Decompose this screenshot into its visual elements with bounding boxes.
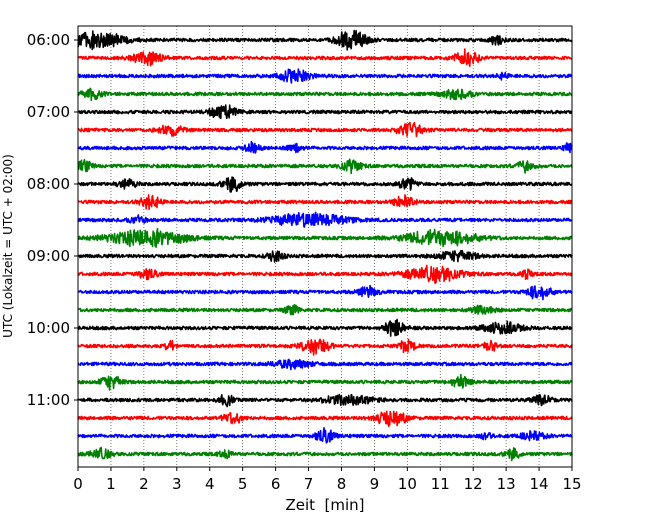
y-tick-label: 10:00 — [27, 319, 70, 337]
trace-1030 — [77, 358, 573, 371]
x-tick-label: 6 — [271, 475, 281, 493]
x-tick-label: 2 — [139, 475, 149, 493]
x-tick-label: 0 — [73, 475, 83, 493]
x-tick-label: 4 — [205, 475, 215, 493]
y-axis-label: UTC (Lokalzeit = UTC + 02:00) — [1, 154, 15, 338]
trace-1000 — [77, 318, 573, 337]
trace-0945 — [77, 304, 573, 316]
x-tick-label: 12 — [464, 475, 483, 493]
trace-0615 — [77, 48, 573, 68]
x-tick-label: 5 — [238, 475, 248, 493]
y-tick-label: 11:00 — [27, 391, 70, 409]
trace-1130 — [77, 427, 573, 444]
trace-1145 — [77, 446, 573, 462]
trace-1115 — [77, 410, 573, 427]
trace-0630 — [77, 68, 573, 84]
x-axis-label: Zeit [min] — [285, 496, 364, 514]
x-tick-label: 13 — [497, 475, 516, 493]
trace-0845 — [77, 227, 573, 248]
traces — [77, 29, 573, 462]
trace-1100 — [77, 393, 573, 408]
trace-0900 — [77, 249, 573, 263]
trace-0715 — [77, 121, 573, 138]
x-tick-label: 7 — [304, 475, 314, 493]
trace-0830 — [77, 211, 573, 228]
trace-0700 — [77, 104, 573, 120]
x-tick-label: 11 — [431, 475, 450, 493]
y-tick-label: 07:00 — [27, 103, 70, 121]
trace-1045 — [77, 373, 573, 391]
trace-1015 — [77, 338, 573, 356]
trace-0645 — [77, 87, 573, 102]
x-tick-label: 1 — [106, 475, 116, 493]
trace-0745 — [77, 158, 573, 175]
x-tick-label: 15 — [562, 475, 581, 493]
x-tick-label: 9 — [370, 475, 380, 493]
trace-0600 — [77, 29, 573, 51]
plot-frame — [77, 25, 573, 468]
trace-0815 — [77, 194, 573, 211]
y-tick-label: 08:00 — [27, 175, 70, 193]
x-tick-label: 10 — [398, 475, 417, 493]
x-tick-label: 8 — [337, 475, 347, 493]
x-tick-label: 3 — [172, 475, 182, 493]
trace-0930 — [77, 284, 573, 301]
trace-0730 — [77, 140, 573, 154]
y-axis: 06:00 07:00 08:00 09:00 10:00 11:00 — [27, 31, 78, 409]
x-tick-label: 14 — [530, 475, 549, 493]
y-tick-label: 09:00 — [27, 247, 70, 265]
trace-0800 — [77, 176, 573, 193]
x-axis: 0 1 2 3 4 5 6 7 8 9 10 11 12 13 14 15 — [73, 467, 582, 493]
trace-0915 — [77, 264, 573, 285]
y-tick-label: 06:00 — [27, 31, 70, 49]
